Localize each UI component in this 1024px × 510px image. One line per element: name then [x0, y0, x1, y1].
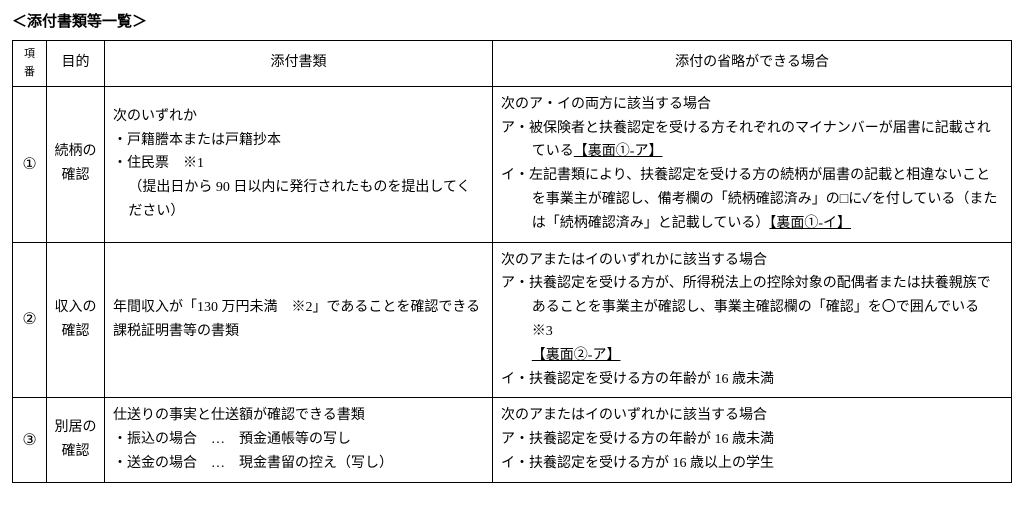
- omit-line: イ・左記書類により、扶養認定を受ける方の続柄が届書の記載と相違ないことを事業主が…: [501, 164, 1003, 235]
- row-docs: 年間収入が「130 万円未満 ※2」であることを確認できる課税証明書等の書類: [105, 242, 493, 398]
- omit-line: 次のア・イの両方に該当する場合: [501, 93, 1003, 117]
- docs-line: ・住民票 ※1: [113, 152, 484, 176]
- row-purpose: 続柄の確認: [47, 86, 105, 242]
- section-title: ＜添付書類等一覧＞: [12, 10, 1012, 36]
- omit-ref: 【裏面①-イ】: [769, 216, 851, 231]
- omit-line: ア・扶養認定を受ける方が、所得税法上の控除対象の配偶者または扶養親族であることを…: [501, 272, 1003, 367]
- docs-line: 仕送りの事実と仕送額が確認できる書類: [113, 404, 484, 428]
- omit-line: ア・扶養認定を受ける方の年齢が 16 歳未満: [501, 428, 1003, 452]
- omit-line: 次のアまたはイのいずれかに該当する場合: [501, 404, 1003, 428]
- header-docs: 添付書類: [105, 40, 493, 86]
- table-row: ② 収入の確認 年間収入が「130 万円未満 ※2」であることを確認できる課税証…: [13, 242, 1012, 398]
- docs-line: ・戸籍謄本または戸籍抄本: [113, 129, 484, 153]
- docs-line: 次のいずれか: [113, 105, 484, 129]
- omit-line: イ・扶養認定を受ける方の年齢が 16 歳未満: [501, 368, 1003, 392]
- attachment-table: 項番 目的 添付書類 添付の省略ができる場合 ① 続柄の確認 次のいずれか ・戸…: [12, 40, 1012, 483]
- row-omit: 次のアまたはイのいずれかに該当する場合 ア・扶養認定を受ける方の年齢が 16 歳…: [493, 398, 1012, 482]
- row-purpose: 収入の確認: [47, 242, 105, 398]
- docs-line: （提出日から 90 日以内に発行されたものを提出してください）: [113, 176, 484, 224]
- row-omit: 次のア・イの両方に該当する場合 ア・被保険者と扶養認定を受ける方それぞれのマイナ…: [493, 86, 1012, 242]
- header-omit: 添付の省略ができる場合: [493, 40, 1012, 86]
- row-docs: 次のいずれか ・戸籍謄本または戸籍抄本 ・住民票 ※1 （提出日から 90 日以…: [105, 86, 493, 242]
- header-num: 項番: [13, 40, 47, 86]
- omit-ref: 【裏面①-ア】: [574, 144, 663, 159]
- row-num: ①: [13, 86, 47, 242]
- docs-line: ・送金の場合 … 現金書留の控え（写し）: [113, 452, 484, 476]
- omit-line: ア・被保険者と扶養認定を受ける方それぞれのマイナンバーが届書に記載されている【裏…: [501, 117, 1003, 165]
- row-num: ③: [13, 398, 47, 482]
- omit-text: イ・左記書類により、扶養認定を受ける方の続柄が届書の記載と相違ないことを事業主が…: [501, 168, 997, 231]
- omit-line: イ・扶養認定を受ける方が 16 歳以上の学生: [501, 452, 1003, 476]
- row-purpose: 別居の確認: [47, 398, 105, 482]
- docs-line: 年間収入が「130 万円未満 ※2」であることを確認できる課税証明書等の書類: [113, 296, 484, 344]
- header-row: 項番 目的 添付書類 添付の省略ができる場合: [13, 40, 1012, 86]
- table-row: ③ 別居の確認 仕送りの事実と仕送額が確認できる書類 ・振込の場合 … 預金通帳…: [13, 398, 1012, 482]
- table-row: ① 続柄の確認 次のいずれか ・戸籍謄本または戸籍抄本 ・住民票 ※1 （提出日…: [13, 86, 1012, 242]
- docs-line: ・振込の場合 … 預金通帳等の写し: [113, 428, 484, 452]
- omit-ref: 【裏面②-ア】: [532, 348, 621, 363]
- omit-text: ア・扶養認定を受ける方が、所得税法上の控除対象の配偶者または扶養親族であることを…: [501, 276, 993, 339]
- row-num: ②: [13, 242, 47, 398]
- row-docs: 仕送りの事実と仕送額が確認できる書類 ・振込の場合 … 預金通帳等の写し ・送金…: [105, 398, 493, 482]
- row-omit: 次のアまたはイのいずれかに該当する場合 ア・扶養認定を受ける方が、所得税法上の控…: [493, 242, 1012, 398]
- header-purpose: 目的: [47, 40, 105, 86]
- omit-line: 次のアまたはイのいずれかに該当する場合: [501, 249, 1003, 273]
